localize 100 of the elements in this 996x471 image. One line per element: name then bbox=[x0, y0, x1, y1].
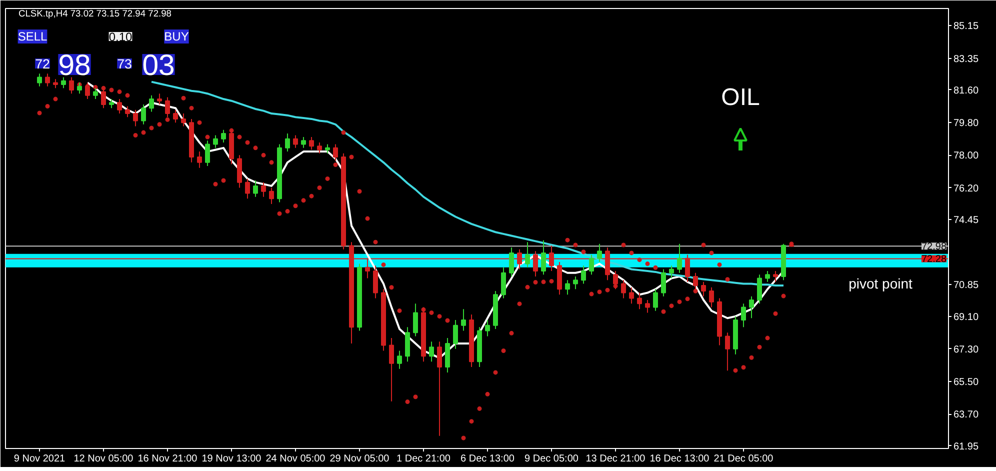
y-tick-label: 83.35 bbox=[954, 54, 979, 65]
candlestick bbox=[453, 319, 458, 350]
candlestick bbox=[725, 332, 730, 372]
chart-title: CLSK.tp,H4 73.02 73.15 72.94 72.98 bbox=[18, 8, 172, 18]
y-tick-label: 81.60 bbox=[954, 85, 979, 96]
x-tick-label: 6 Dec 13:00 bbox=[460, 454, 515, 464]
candlestick bbox=[69, 76, 74, 94]
x-tick-label: 12 Nov 05:00 bbox=[74, 454, 134, 464]
candlestick bbox=[141, 104, 146, 125]
y-tick-label: 78.00 bbox=[954, 150, 979, 162]
candlestick bbox=[205, 140, 210, 167]
candlestick bbox=[581, 265, 586, 284]
candlestick bbox=[677, 243, 682, 274]
x-tick-label: 9 Nov 2021 bbox=[14, 454, 66, 464]
candlestick bbox=[757, 274, 762, 304]
candlestick bbox=[293, 134, 298, 148]
candlestick bbox=[501, 266, 506, 299]
candlestick bbox=[221, 129, 226, 143]
x-tick-label: 24 Nov 05:00 bbox=[266, 454, 326, 464]
candlestick bbox=[261, 182, 266, 198]
y-tick-label: 61.95 bbox=[954, 441, 979, 452]
candlestick bbox=[253, 180, 258, 198]
candlestick bbox=[669, 265, 674, 279]
candlestick bbox=[181, 113, 186, 127]
candlestick bbox=[661, 268, 666, 297]
candlestick bbox=[325, 144, 330, 154]
candlestick bbox=[197, 151, 202, 168]
candlestick bbox=[405, 326, 410, 362]
y-tick-label: 85.15 bbox=[954, 21, 979, 32]
candlestick bbox=[541, 240, 546, 276]
candlestick bbox=[741, 303, 746, 328]
candlestick bbox=[589, 254, 594, 276]
annotation: 98 bbox=[58, 49, 91, 82]
y-tick-label: 70.85 bbox=[954, 280, 979, 292]
band-label: pivot point bbox=[848, 275, 913, 292]
candlestick bbox=[573, 276, 578, 290]
candlestick bbox=[445, 338, 450, 373]
candlestick bbox=[301, 136, 306, 148]
y-tick-label: 74.45 bbox=[954, 214, 979, 226]
candlestick bbox=[397, 350, 402, 370]
annotation: 0.10 bbox=[108, 30, 133, 44]
candlestick bbox=[117, 98, 122, 114]
candlestick bbox=[237, 154, 242, 188]
candlestick bbox=[637, 292, 642, 310]
y-tick-label: 63.70 bbox=[954, 410, 979, 421]
candlestick bbox=[285, 132, 290, 152]
ref-line-label: 72.28 bbox=[921, 254, 947, 266]
annotation: BUY bbox=[164, 30, 189, 44]
candlestick bbox=[413, 303, 418, 337]
x-tick-label: 13 Dec 21:00 bbox=[586, 454, 646, 464]
candlestick bbox=[389, 338, 394, 402]
candlestick bbox=[309, 136, 314, 150]
candlestick bbox=[565, 280, 570, 296]
x-tick-label: 29 Nov 05:00 bbox=[330, 454, 390, 464]
y-tick-label: 65.50 bbox=[954, 377, 979, 388]
annotation: SELL bbox=[18, 30, 48, 44]
candlestick bbox=[653, 288, 658, 312]
candlestick bbox=[109, 98, 114, 109]
candlestick bbox=[101, 88, 106, 109]
annotation: OIL bbox=[721, 84, 760, 111]
candlestick bbox=[461, 308, 466, 332]
x-tick-label: 21 Dec 05:00 bbox=[714, 454, 774, 464]
candlestick bbox=[245, 178, 250, 200]
candlestick bbox=[701, 281, 706, 297]
candlestick bbox=[645, 300, 650, 314]
candlestick bbox=[173, 109, 178, 124]
candlestick bbox=[621, 280, 626, 299]
annotation: 72 bbox=[35, 56, 50, 72]
candlestick bbox=[525, 242, 530, 268]
x-tick-label: 9 Dec 05:00 bbox=[524, 454, 579, 464]
candlestick bbox=[53, 78, 58, 89]
candlestick bbox=[317, 142, 322, 154]
x-tick-label: 16 Nov 21:00 bbox=[138, 454, 198, 464]
x-tick-label: 1 Dec 21:00 bbox=[396, 454, 451, 464]
y-tick-label: 69.10 bbox=[954, 312, 979, 323]
candlestick bbox=[693, 272, 698, 292]
annotation: 73 bbox=[117, 56, 132, 72]
x-tick-label: 19 Nov 13:00 bbox=[202, 454, 262, 464]
candlestick bbox=[373, 265, 378, 299]
candlestick bbox=[709, 286, 714, 308]
y-tick-label: 67.30 bbox=[954, 344, 979, 356]
y-tick-label: 76.20 bbox=[954, 183, 979, 194]
candlestick bbox=[333, 144, 338, 162]
candlestick bbox=[149, 94, 154, 112]
candlestick bbox=[37, 73, 42, 87]
candlestick bbox=[429, 341, 434, 362]
candlestick bbox=[749, 296, 754, 319]
candlestick bbox=[269, 187, 274, 205]
candlestick bbox=[133, 109, 138, 127]
candlestick bbox=[485, 319, 490, 337]
candlestick bbox=[61, 76, 66, 89]
candlestick bbox=[437, 341, 442, 436]
candlestick bbox=[509, 247, 514, 277]
candlestick bbox=[157, 93, 162, 105]
x-tick-label: 16 Dec 13:00 bbox=[650, 454, 710, 464]
candlestick bbox=[45, 73, 50, 87]
candlestick bbox=[773, 270, 778, 282]
candlestick bbox=[597, 243, 602, 262]
candlestick bbox=[125, 106, 130, 118]
candlestick bbox=[765, 270, 770, 282]
